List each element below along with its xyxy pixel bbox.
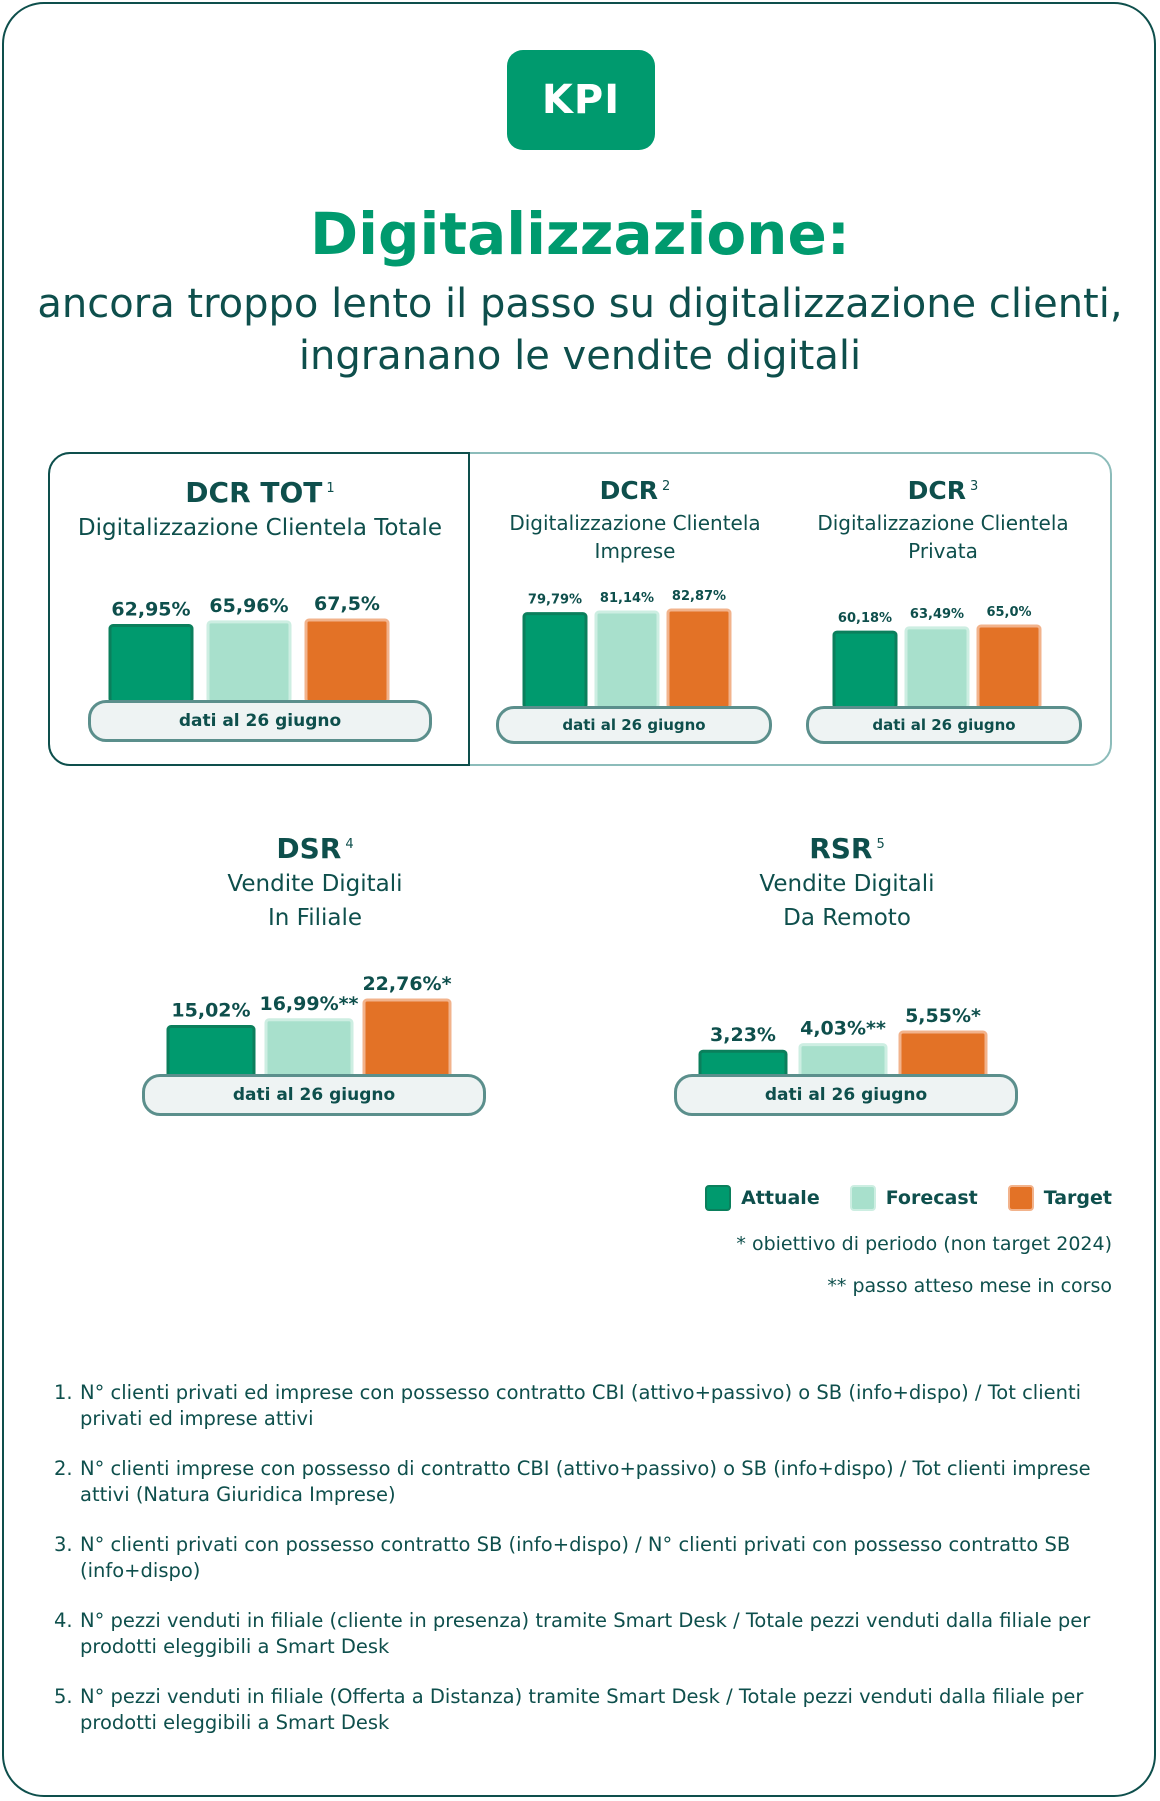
dcr-tot-header: DCR TOT 1 Digitalizzazione Clientela Tota…	[60, 476, 460, 541]
dcr-imprese-header: DCR 2 Digitalizzazione Clientela Imprese	[490, 476, 780, 565]
rsr-header: RSR 5 Vendite Digitali Da Remoto	[702, 832, 992, 935]
dcr_imp-bar-forecast	[594, 610, 660, 710]
dcr_imp-value-label-attuale: 79,79%	[528, 593, 582, 608]
dcr-imprese-bar-chart: 79,79% 81,14% 82,87%	[522, 589, 732, 710]
footnote-number: 2.	[54, 1457, 73, 1480]
rsr-description-line-2: Da Remoto	[783, 905, 911, 931]
footnote-text: N° clienti privati ed imprese con posses…	[80, 1381, 1082, 1430]
rsr-footnote-ref: 5	[876, 836, 885, 852]
page-subtitle-line-1: ancora troppo lento il passo su digitali…	[37, 281, 1123, 327]
dsr-value-label-attuale: 15,02%	[171, 1000, 250, 1022]
note-single-star: * obiettivo di periodo (non target 2024)	[736, 1233, 1112, 1255]
dcr-privata-description-line-2: Privata	[908, 539, 978, 563]
dcr_imp-bar-attuale	[522, 612, 588, 710]
dsr-bar-target	[362, 998, 452, 1080]
footnote-item: 3. N° clienti privati con possesso contr…	[54, 1532, 1114, 1584]
footnote-number: 1.	[54, 1381, 73, 1404]
dcr-imprese-description-line-2: Imprese	[594, 539, 676, 563]
dcr_priv-value-label-forecast: 63,49%	[910, 607, 964, 622]
chart-legend: Attuale Forecast Target	[705, 1185, 1112, 1211]
footnote-text: N° clienti privati con possesso contratt…	[80, 1533, 1071, 1582]
footnote-text: N° clienti imprese con possesso di contr…	[80, 1457, 1091, 1506]
dcr-tot-description: Digitalizzazione Clientela Totale	[77, 515, 443, 541]
dcr-imprese-code: DCR	[599, 476, 659, 505]
rsr-value-label-target: 5,55%*	[905, 1005, 981, 1027]
rsr-description-line-1: Vendite Digitali	[759, 871, 935, 897]
kpi-badge: KPI	[507, 50, 655, 150]
dcr-tot-bar-chart: 62,95% 65,96% 67,5%	[108, 593, 390, 704]
footnote-number: 4.	[54, 1609, 73, 1632]
dsr-code: DSR	[276, 832, 342, 865]
footnote-item: 1. N° clienti privati ed imprese con pos…	[54, 1380, 1114, 1432]
dsr-description-line-1: Vendite Digitali	[227, 871, 403, 897]
rsr-bar-target	[898, 1030, 988, 1080]
dcr_priv-value-label-target: 65,0%	[986, 605, 1031, 620]
dcr-tot-box	[48, 452, 470, 766]
rsr-bar-forecast	[798, 1043, 888, 1080]
dsr-bar-attuale	[166, 1025, 256, 1080]
dcr_imp-bar-target	[666, 608, 732, 710]
dcr_tot-value-label-forecast: 65,96%	[209, 595, 288, 617]
dcr-privata-footnote-ref: 3	[970, 478, 979, 494]
dcr_priv-bar-target	[976, 624, 1042, 710]
legend-item-attuale: Attuale	[705, 1185, 820, 1211]
rsr-date-pill: dati al 26 giugno	[674, 1074, 1018, 1116]
page-title: Digitalizzazione:	[309, 200, 850, 268]
footnote-item: 4. N° pezzi venduti in filiale (cliente …	[54, 1608, 1114, 1660]
legend-item-forecast: Forecast	[849, 1185, 978, 1211]
legend-swatch-forecast	[849, 1185, 876, 1211]
dcr_tot-bar-target	[304, 618, 390, 704]
rsr-bar-chart: 3,23% 4,03%** 5,55%*	[698, 1005, 988, 1080]
dcr_tot-bar-forecast	[206, 620, 292, 704]
dcr-privata-date-pill: dati al 26 giugno	[806, 706, 1082, 744]
legend-label-forecast: Forecast	[885, 1187, 978, 1209]
footnote-text: N° pezzi venduti in filiale (cliente in …	[80, 1609, 1091, 1658]
dsr-bar-chart: 15,02% 16,99%**22,76%*	[166, 973, 452, 1080]
dsr-header: DSR 4 Vendite Digitali In Filiale	[170, 832, 460, 935]
dsr-description-line-2: In Filiale	[267, 905, 363, 931]
legend-item-target: Target	[1007, 1185, 1112, 1211]
footnote-text: N° pezzi venduti in filiale (Offerta a D…	[80, 1685, 1084, 1734]
rsr-code: RSR	[809, 832, 873, 865]
footnote-number: 5.	[54, 1685, 73, 1708]
dcr-privata-header: DCR 3 Digitalizzazione Clientela Privata	[798, 476, 1088, 565]
dcr_tot-bar-attuale	[108, 624, 194, 704]
dcr_tot-value-label-attuale: 62,95%	[111, 599, 190, 621]
footnote-item: 2. N° clienti imprese con possesso di co…	[54, 1456, 1114, 1508]
dcr_imp-value-label-target: 82,87%	[672, 589, 726, 604]
legend-swatch-target	[1007, 1185, 1034, 1211]
dcr_priv-bar-attuale	[832, 630, 898, 710]
dcr_imp-value-label-forecast: 81,14%	[600, 591, 654, 606]
legend-label-target: Target	[1043, 1187, 1112, 1209]
rsr-value-label-attuale: 3,23%	[710, 1024, 776, 1046]
dcr-privata-description-line-1: Digitalizzazione Clientela	[817, 511, 1069, 535]
dsr-date-pill: dati al 26 giugno	[142, 1074, 486, 1116]
dcr-imprese-description-line-1: Digitalizzazione Clientela	[509, 511, 761, 535]
footnote-item: 5. N° pezzi venduti in filiale (Offerta …	[54, 1684, 1114, 1736]
dsr-value-label-target: 22,76%*	[362, 973, 451, 995]
dsr-value-label-forecast: 16,99%**	[259, 993, 358, 1015]
legend-swatch-attuale	[705, 1185, 732, 1211]
dcr-privata-code: DCR	[907, 476, 967, 505]
page-subtitle-line-2: ingranano le vendite digitali	[298, 333, 862, 379]
dcr-tot-footnote-ref: 1	[326, 480, 335, 496]
rsr-value-label-forecast: 4,03%**	[800, 1018, 886, 1040]
dsr-footnote-ref: 4	[345, 836, 354, 852]
dcr_tot-value-label-target: 67,5%	[314, 593, 380, 615]
dcr-privata-bar-chart: 60,18% 63,49% 65,0%	[832, 605, 1042, 710]
dcr-imprese-footnote-ref: 2	[662, 478, 671, 494]
dcr-tot-code: DCR TOT	[185, 476, 323, 509]
legend-label-attuale: Attuale	[741, 1187, 820, 1209]
dcr_priv-value-label-attuale: 60,18%	[838, 611, 892, 626]
dcr-imprese-date-pill: dati al 26 giugno	[496, 706, 772, 744]
dcr_priv-bar-forecast	[904, 626, 970, 710]
dsr-bar-forecast	[264, 1018, 354, 1080]
footnote-number: 3.	[54, 1533, 73, 1556]
note-double-star: ** passo atteso mese in corso	[827, 1275, 1112, 1297]
dcr-tot-date-pill: dati al 26 giugno	[88, 700, 432, 742]
footnotes-list: 1. N° clienti privati ed imprese con pos…	[54, 1380, 1114, 1760]
